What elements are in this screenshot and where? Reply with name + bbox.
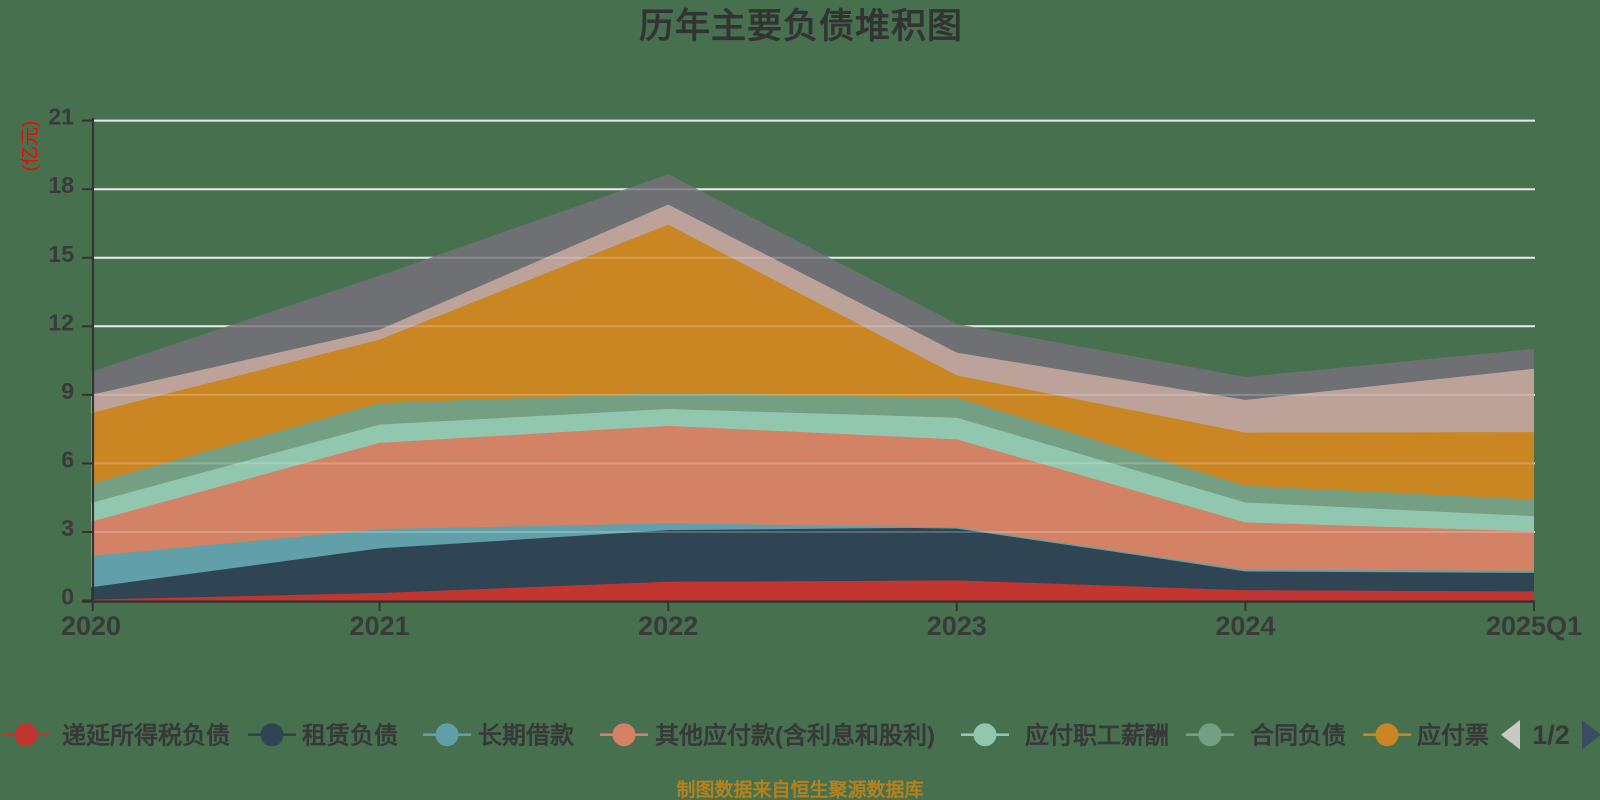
svg-text:12: 12: [48, 309, 74, 335]
svg-text:历年主要负债堆积图: 历年主要负债堆积图: [639, 7, 963, 46]
svg-text:6: 6: [61, 446, 74, 472]
svg-text:18: 18: [48, 172, 74, 198]
svg-text:1/2: 1/2: [1532, 720, 1570, 750]
svg-text:应付票: 应付票: [1417, 722, 1489, 750]
svg-text:租赁负债: 租赁负债: [302, 722, 398, 750]
svg-text:2025Q1: 2025Q1: [1486, 611, 1582, 641]
svg-text:递延所得税负债: 递延所得税负债: [62, 722, 230, 750]
svg-text:2023: 2023: [927, 611, 987, 641]
svg-text:制图数据来自恒生聚源数据库: 制图数据来自恒生聚源数据库: [676, 778, 923, 800]
svg-text:3: 3: [61, 515, 74, 541]
svg-text:2020: 2020: [61, 611, 121, 641]
svg-text:2021: 2021: [350, 611, 410, 641]
svg-text:15: 15: [48, 241, 74, 267]
svg-text:21: 21: [48, 104, 74, 130]
svg-text:2022: 2022: [638, 611, 698, 641]
svg-text:2024: 2024: [1215, 611, 1275, 641]
svg-text:长期借款: 长期借款: [478, 723, 575, 750]
svg-text:(亿元): (亿元): [19, 121, 41, 172]
svg-text:其他应付款(含利息和股利): 其他应付款(含利息和股利): [655, 722, 935, 750]
svg-text:合同负债: 合同负债: [1250, 722, 1346, 750]
svg-text:应付职工薪酬: 应付职工薪酬: [1025, 722, 1169, 750]
svg-text:0: 0: [61, 584, 74, 610]
svg-text:9: 9: [61, 378, 74, 404]
